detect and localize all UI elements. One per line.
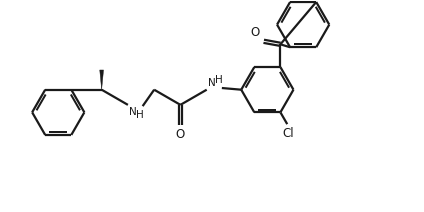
- Text: O: O: [176, 128, 185, 141]
- Text: N: N: [129, 107, 137, 117]
- Text: N: N: [208, 78, 216, 88]
- Text: H: H: [215, 75, 223, 85]
- Text: Cl: Cl: [282, 127, 294, 140]
- Text: H: H: [137, 110, 144, 120]
- Text: O: O: [250, 26, 259, 39]
- Polygon shape: [100, 70, 103, 90]
